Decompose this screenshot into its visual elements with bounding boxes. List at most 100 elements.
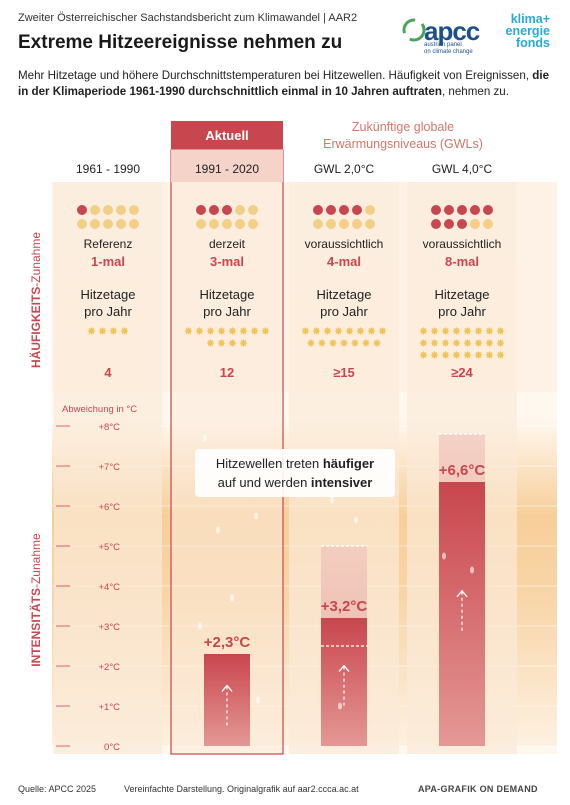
intro-text: Mehr Hitzetage und höhere Durchschnittst… <box>18 68 553 99</box>
heat-day-star: ✸ <box>350 338 359 350</box>
frequency-dot <box>365 219 375 229</box>
frequency-dot <box>352 219 362 229</box>
frequency-dot <box>196 219 206 229</box>
category-label: 1991 - 2020 <box>195 162 259 176</box>
heat-days-value: ≥24 <box>451 365 473 380</box>
frequency-dot <box>129 205 139 215</box>
heat-day-star: ✸ <box>474 326 483 338</box>
kef-line-1: klima+ <box>510 12 550 26</box>
texture-drop <box>354 516 358 524</box>
heat-day-star: ✸ <box>301 326 310 338</box>
frequency-dot <box>352 205 362 215</box>
heat-day-star: ✸ <box>419 338 428 350</box>
y-tick-label: +7°C <box>99 462 121 473</box>
y-tick-label: +3°C <box>99 622 121 633</box>
texture-drop <box>254 512 258 520</box>
frequency-dot <box>90 205 100 215</box>
future-heading-line-1: Zukünftige globale <box>352 120 454 134</box>
heat-day-star: ✸ <box>239 326 248 338</box>
y-axis-unit-label: Abweichung in °C <box>62 404 137 415</box>
heat-day-star: ✸ <box>87 326 96 338</box>
frequency-dot <box>339 219 349 229</box>
heat-days-value: ≥15 <box>333 365 355 380</box>
heat-day-star: ✸ <box>463 338 472 350</box>
frequency-dot <box>222 205 232 215</box>
heat-day-star: ✸ <box>334 326 343 338</box>
annotation-line-2: auf und werden intensiver <box>218 475 373 490</box>
frequency-dot <box>103 205 113 215</box>
heat-day-star: ✸ <box>250 326 259 338</box>
frequency-dot <box>77 205 87 215</box>
heat-days-label: Hitzetage <box>81 287 136 302</box>
heat-day-star: ✸ <box>356 326 365 338</box>
heat-day-star: ✸ <box>98 326 107 338</box>
heat-day-star: ✸ <box>345 326 354 338</box>
heat-days-label: Hitzetage <box>317 287 372 302</box>
arrow-head <box>338 664 350 673</box>
arrow-head <box>456 589 468 598</box>
heat-day-star: ✸ <box>441 338 450 350</box>
frequency-dot <box>90 219 100 229</box>
heat-day-star: ✸ <box>378 326 387 338</box>
frequency-dot <box>235 219 245 229</box>
intensity-bar-top <box>321 618 367 620</box>
apcc-leaf-icon <box>402 18 426 42</box>
future-heading-line-2: Erwärmungsniveaus (GWLs) <box>323 137 483 151</box>
heat-day-star: ✸ <box>184 326 193 338</box>
heat-day-star: ✸ <box>317 338 326 350</box>
apcc-logo-text: apcc <box>424 16 480 46</box>
column-bg <box>54 182 162 754</box>
frequency-dot <box>431 219 441 229</box>
frequency-dot <box>248 205 258 215</box>
heat-day-star: ✸ <box>217 338 226 350</box>
heat-day-star: ✸ <box>120 326 129 338</box>
heat-days-label: pro Jahr <box>438 304 486 319</box>
intensity-bar <box>321 618 367 746</box>
texture-drop <box>230 594 234 602</box>
heat-day-star: ✸ <box>372 338 381 350</box>
heat-day-star: ✸ <box>109 326 118 338</box>
texture-drop <box>338 702 342 710</box>
category-label: 1961 - 1990 <box>76 162 140 176</box>
heat-day-star: ✸ <box>452 326 461 338</box>
frequency-dot <box>129 219 139 229</box>
texture-drop <box>216 526 220 534</box>
frequency-dot <box>470 219 480 229</box>
texture-drop <box>256 696 260 704</box>
heat-day-star: ✸ <box>312 326 321 338</box>
heat-days-value: 4 <box>104 365 112 380</box>
frequency-dot <box>313 219 323 229</box>
frequency-label: 1-mal <box>91 254 125 269</box>
category-label: GWL 4,0°C <box>432 162 493 176</box>
heat-day-star: ✸ <box>452 338 461 350</box>
frequency-dot <box>339 205 349 215</box>
frequency-dot <box>444 205 454 215</box>
frequency-dot <box>196 205 206 215</box>
heat-day-star: ✸ <box>261 326 270 338</box>
heat-day-star: ✸ <box>474 350 483 362</box>
heat-days-label: Hitzetage <box>200 287 255 302</box>
heat-day-star: ✸ <box>217 326 226 338</box>
frequency-dot <box>116 219 126 229</box>
heat-day-star: ✸ <box>474 338 483 350</box>
heat-day-star: ✸ <box>430 326 439 338</box>
heat-day-star: ✸ <box>328 338 337 350</box>
footer-source: Quelle: APCC 2025 <box>18 784 97 794</box>
y-tick-label: +4°C <box>99 582 121 593</box>
apcc-logo: apcc austrian panel on climate change <box>400 12 500 56</box>
kef-line-2: energie <box>505 24 550 38</box>
heat-day-star: ✸ <box>496 326 505 338</box>
frequency-dot <box>326 219 336 229</box>
frequency-dot <box>483 219 493 229</box>
heat-day-star: ✸ <box>228 338 237 350</box>
frequency-descriptor: Referenz <box>84 237 133 251</box>
frequency-dot <box>444 219 454 229</box>
heat-day-star: ✸ <box>361 338 370 350</box>
frequency-dot <box>457 205 467 215</box>
heat-day-star: ✸ <box>228 326 237 338</box>
heat-day-star: ✸ <box>419 326 428 338</box>
heat-day-star: ✸ <box>485 338 494 350</box>
apcc-logo-subtitle: austrian panel on climate change <box>424 42 473 56</box>
kef-line-3: fonds <box>515 36 550 50</box>
